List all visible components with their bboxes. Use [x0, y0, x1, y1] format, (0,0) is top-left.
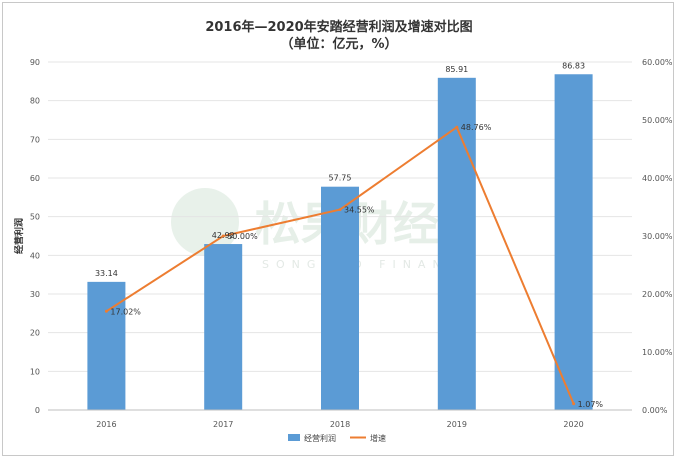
y-tick-label: 0	[35, 406, 40, 415]
y2-tick-label: 10.00%	[642, 348, 673, 357]
y2-tick-label: 40.00%	[642, 174, 673, 183]
y2-tick-label: 60.00%	[642, 58, 673, 67]
bar-2019	[437, 77, 476, 410]
y2-tick-label: 20.00%	[642, 290, 673, 299]
x-tick-label: 2019	[447, 420, 467, 429]
bar-value-label: 57.75	[329, 174, 352, 183]
y-tick-label: 80	[30, 97, 40, 106]
y2-tick-label: 50.00%	[642, 116, 673, 125]
y-tick-label: 70	[30, 135, 40, 144]
y-tick-label: 30	[30, 290, 40, 299]
growth-value-label: 34.55%	[344, 206, 375, 215]
growth-value-label: 1.07%	[578, 400, 604, 409]
chart-subtitle: （单位：亿元，%）	[280, 37, 398, 52]
legend-bar-swatch	[288, 434, 300, 441]
watermark-logo-icon	[171, 188, 239, 256]
legend-bar-label: 经营利润	[304, 433, 336, 443]
bar-value-label: 42.92	[212, 231, 235, 240]
y2-tick-label: 0.00%	[642, 406, 668, 415]
growth-value-label: 17.02%	[110, 307, 141, 316]
bar-2020	[554, 74, 593, 411]
legend-line-label: 增速	[370, 433, 386, 443]
growth-point-2019	[455, 125, 459, 129]
y-tick-label: 50	[30, 213, 40, 222]
x-tick-label: 2020	[563, 420, 583, 429]
bar-2017	[204, 244, 243, 410]
x-tick-label: 2016	[96, 420, 116, 429]
y-tick-label: 10	[30, 367, 40, 376]
bar-value-label: 85.91	[445, 65, 468, 74]
bar-2018	[321, 186, 359, 410]
y-tick-label: 60	[30, 174, 40, 183]
y-tick-label: 40	[30, 251, 40, 260]
y-tick-label: 90	[30, 58, 40, 67]
growth-value-label: 30.00%	[227, 232, 258, 241]
y-axis-title: 经营利润	[13, 218, 25, 254]
bar-value-label: 33.14	[95, 269, 118, 278]
growth-value-label: 48.76%	[461, 123, 492, 132]
chart-title: 2016年—2020年安踏经营利润及增速对比图	[205, 20, 473, 35]
bar-value-label: 86.83	[562, 61, 585, 70]
x-tick-label: 2017	[213, 420, 233, 429]
watermark-subtext: SONGGUO FINANCE	[262, 258, 476, 271]
x-tick-label: 2018	[330, 420, 350, 429]
bar-2016	[87, 281, 126, 410]
growth-point-2016	[104, 309, 108, 313]
growth-point-2017	[221, 234, 225, 238]
growth-point-2018	[338, 208, 342, 212]
growth-point-2020	[572, 402, 576, 406]
y-tick-label: 20	[30, 329, 40, 338]
y2-tick-label: 30.00%	[642, 232, 673, 241]
